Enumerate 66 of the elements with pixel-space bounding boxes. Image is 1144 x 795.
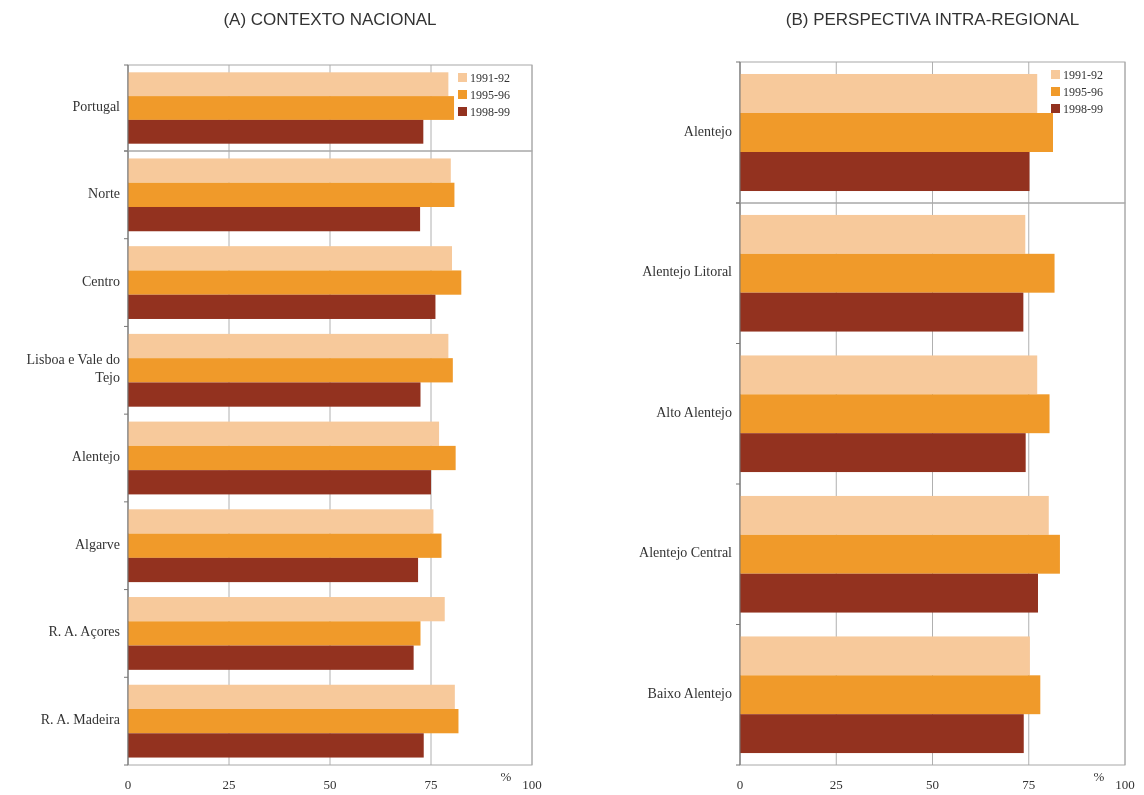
y-tick-label: Baixo Alentejo (647, 685, 732, 701)
bar (128, 246, 453, 271)
y-tick-label: Alentejo Central (639, 545, 733, 561)
bar (128, 597, 445, 622)
bar (128, 421, 440, 446)
bar (128, 358, 453, 383)
legend-label: 1991-92 (470, 71, 510, 85)
bar (128, 621, 421, 646)
legend-label: 1995-96 (1063, 85, 1103, 99)
y-tick-label: R. A. Madeira (40, 712, 121, 728)
y-tick-label: Alentejo (683, 123, 732, 139)
bar (128, 182, 455, 207)
y-tick-label: Centro (81, 273, 120, 289)
x-tick-label: 50 (323, 777, 337, 792)
bar (128, 294, 436, 319)
x-tick-label: 75 (1022, 777, 1036, 792)
legend-label: 1998-99 (470, 105, 510, 119)
bar (128, 158, 451, 183)
bar (740, 433, 1026, 473)
x-axis-title: % (1093, 769, 1105, 784)
bar (128, 270, 462, 295)
y-tick-label: Portugal (72, 99, 121, 115)
x-tick-label: 50 (926, 777, 939, 792)
x-axis-title: % (500, 769, 512, 784)
y-tick-label: Lisboa e Vale do Tejo (26, 352, 120, 386)
bar (128, 509, 434, 534)
x-tick-label: 100 (522, 777, 542, 792)
bar (128, 470, 431, 495)
x-tick-label: 25 (222, 777, 236, 792)
bar (128, 684, 455, 710)
y-tick-label: Algarve (74, 536, 120, 552)
chart-title: (B) PERSPECTIVA INTRA-REGIONAL (785, 10, 1080, 29)
bar (740, 355, 1038, 395)
x-tick-label: 75 (424, 777, 438, 792)
x-tick-label: 0 (736, 777, 744, 792)
bar (128, 645, 414, 670)
bar (128, 206, 421, 232)
bar (740, 495, 1049, 535)
bar (740, 253, 1055, 293)
bar (128, 382, 421, 407)
bar (128, 709, 459, 734)
bar (740, 573, 1038, 613)
legend-label: 1995-96 (470, 88, 510, 102)
bar (740, 636, 1030, 676)
chart-title: (A) CONTEXTO NACIONAL (223, 10, 437, 29)
x-tick-label: 0 (124, 777, 132, 792)
x-tick-label: 100 (1115, 777, 1135, 792)
bar (128, 557, 419, 583)
y-tick-label: R. A. Açores (48, 624, 120, 640)
y-tick-label: Norte (88, 186, 120, 202)
y-tick-label: Alto Alentejo (656, 404, 732, 420)
legend-label: 1991-92 (1063, 68, 1103, 82)
bar (740, 675, 1041, 715)
bar (128, 733, 424, 758)
y-tick-label: Alentejo Litoral (642, 264, 733, 280)
bar (740, 534, 1060, 574)
legend-label: 1998-99 (1063, 102, 1103, 116)
y-tick-label: Alentejo (71, 449, 120, 465)
bar (740, 714, 1024, 754)
bar (740, 292, 1024, 332)
x-tick-label: 25 (829, 777, 843, 792)
bar (128, 533, 442, 558)
bar (740, 214, 1026, 254)
bar (128, 333, 449, 359)
bar (128, 445, 456, 471)
bar (740, 394, 1050, 434)
